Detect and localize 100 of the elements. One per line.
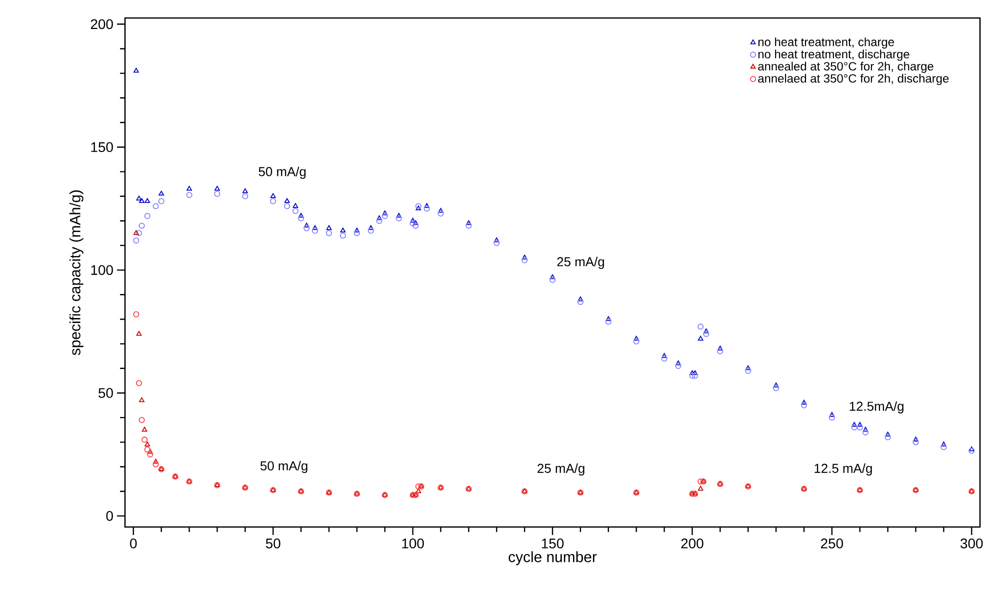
point <box>138 222 145 229</box>
point <box>147 451 154 458</box>
x-tick-label: 50 <box>266 538 280 548</box>
point <box>550 274 556 280</box>
point <box>142 426 148 432</box>
point <box>270 193 276 198</box>
point <box>139 198 144 203</box>
point <box>773 382 779 388</box>
annotation: 12.5 mA/g <box>814 463 872 476</box>
point <box>856 424 863 430</box>
y-tick-label: 100 <box>91 265 113 275</box>
point <box>717 348 724 354</box>
point <box>186 186 192 191</box>
point <box>354 230 360 236</box>
point <box>605 318 612 325</box>
point <box>968 446 974 452</box>
point <box>862 426 868 432</box>
point <box>466 222 472 229</box>
point <box>410 218 416 223</box>
annotation: 25 mA/g <box>538 463 584 476</box>
point <box>522 254 528 260</box>
point <box>133 230 139 235</box>
point <box>354 228 360 232</box>
x-tick-label: 250 <box>820 538 844 548</box>
point <box>412 222 419 229</box>
point <box>633 338 640 344</box>
legend-label: no heat treatment, discharge <box>758 50 910 61</box>
x-tick-label: 100 <box>402 538 424 548</box>
point <box>326 225 332 230</box>
point <box>242 193 248 200</box>
point <box>144 442 150 446</box>
point <box>139 397 144 402</box>
point <box>415 203 422 210</box>
point <box>142 436 148 443</box>
point <box>382 210 388 216</box>
point <box>396 212 402 218</box>
point <box>940 442 946 446</box>
point <box>376 218 382 224</box>
x-tick-label: 0 <box>130 538 137 548</box>
point <box>152 461 159 468</box>
point <box>136 380 142 386</box>
point <box>304 222 310 228</box>
point <box>138 416 145 424</box>
point <box>800 402 808 408</box>
point <box>368 225 374 230</box>
point <box>340 228 346 232</box>
point <box>885 432 890 437</box>
point <box>284 198 290 203</box>
point <box>144 446 150 453</box>
point <box>857 422 863 427</box>
point <box>144 198 150 203</box>
point <box>549 276 556 283</box>
point <box>862 429 868 436</box>
point <box>136 196 142 200</box>
y-tick-label: 200 <box>90 19 113 30</box>
legend-label: no heat treatment, charge <box>758 37 894 49</box>
point <box>522 257 528 264</box>
point <box>438 208 444 213</box>
point <box>214 186 220 191</box>
point <box>133 237 140 244</box>
point <box>773 385 780 392</box>
y-axis-title: specific capacity (mAh/g) <box>69 190 84 356</box>
point <box>606 316 612 321</box>
point <box>852 422 857 427</box>
point <box>745 368 752 374</box>
point <box>340 232 346 239</box>
point <box>416 488 422 494</box>
point <box>133 68 139 73</box>
point <box>698 486 704 491</box>
x-tick-label: 200 <box>681 538 704 548</box>
point <box>416 206 422 210</box>
point <box>884 434 891 440</box>
legend-label: annealed at 350°C for 2h, charge <box>758 62 934 73</box>
point <box>698 336 704 341</box>
point <box>284 203 290 210</box>
annotation: 25 mA/g <box>557 256 604 269</box>
point <box>214 190 220 197</box>
point <box>692 372 698 379</box>
point <box>703 328 709 334</box>
point <box>153 458 158 464</box>
point <box>829 412 835 417</box>
point <box>661 356 668 362</box>
point <box>136 230 142 236</box>
point <box>745 365 751 370</box>
point <box>466 220 472 226</box>
point <box>415 483 422 490</box>
point <box>578 296 584 302</box>
point <box>689 372 696 379</box>
point <box>368 228 374 234</box>
point <box>634 336 640 341</box>
point <box>312 228 318 234</box>
point <box>851 424 858 430</box>
point <box>676 360 681 366</box>
point <box>158 198 164 204</box>
point <box>698 478 704 485</box>
point <box>304 225 310 232</box>
point <box>144 212 150 219</box>
x-tick-label: 150 <box>542 538 564 548</box>
point <box>494 240 500 246</box>
point <box>292 208 298 214</box>
